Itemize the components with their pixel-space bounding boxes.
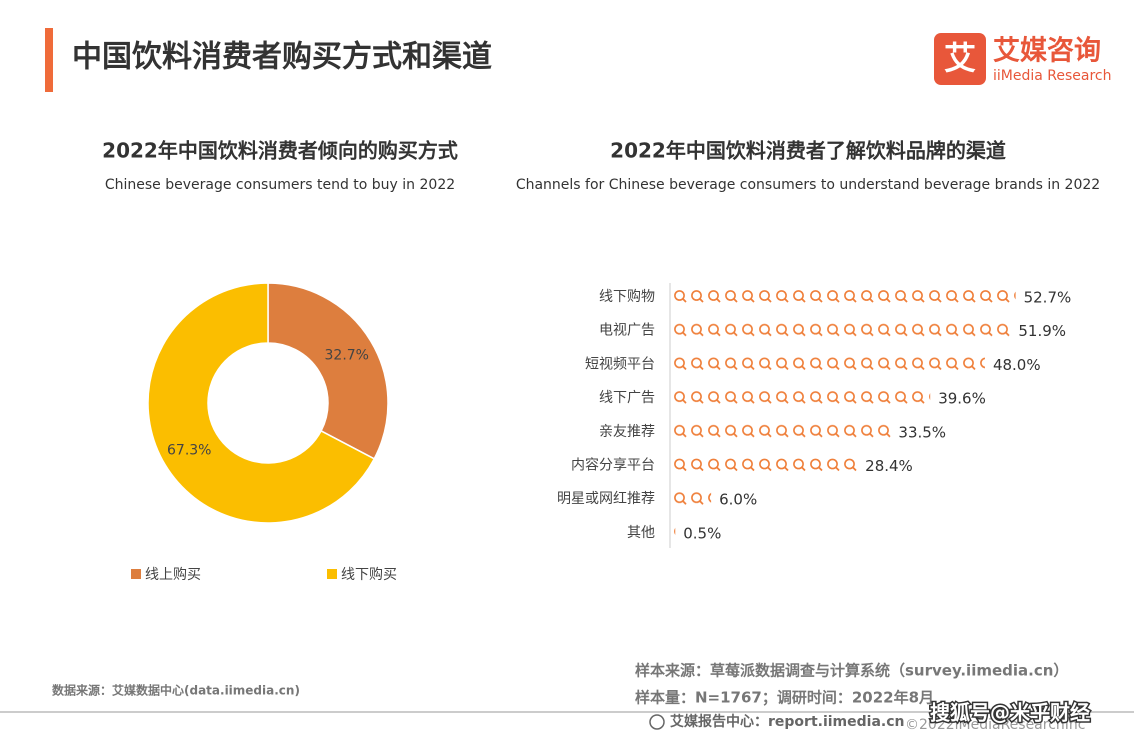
title-accent (45, 28, 53, 92)
data-label: 48.0% (993, 356, 1041, 374)
chart-subtitle: Chinese beverage consumers tend to buy i… (105, 177, 455, 193)
chart-title: 2022年中国饮料消费者倾向的购买方式 (102, 139, 458, 163)
report-center: 艾媒报告中心：report.iimedia.cn (670, 713, 905, 730)
sample-size: 样本量：N=1767；调研时间：2022年8月 (635, 689, 934, 707)
legend-swatch (327, 569, 337, 579)
sample-source: 样本来源：草莓派数据调查与计算系统（survey.iimedia.cn） (635, 662, 1068, 680)
data-label: 51.9% (1018, 322, 1066, 340)
bar (672, 288, 1016, 306)
data-label: 0.5% (683, 524, 721, 542)
category-label: 线下购物 (599, 289, 655, 305)
category-label: 明星或网红推荐 (557, 491, 655, 507)
logo-name: 艾媒咨询 (993, 35, 1101, 67)
category-label: 线下广告 (599, 390, 655, 406)
copyright: ©2022iMediaResearchInc (905, 717, 1085, 733)
data-label: 33.5% (898, 423, 946, 441)
category-label: 其他 (627, 525, 655, 541)
chart-subtitle: Channels for Chinese beverage consumers … (516, 177, 1100, 193)
data-label: 32.7% (325, 347, 369, 363)
bar (672, 389, 931, 407)
pie-slice (147, 282, 376, 524)
legend-swatch (131, 569, 141, 579)
category-label: 内容分享平台 (571, 457, 655, 474)
data-label: 52.7% (1024, 289, 1072, 307)
category-label: 短视频平台 (585, 356, 655, 372)
page-title: 中国饮料消费者购买方式和渠道 (72, 40, 492, 75)
legend-label: 线下购买 (341, 567, 397, 583)
bar (672, 355, 985, 373)
bar (672, 457, 858, 474)
bar (672, 423, 891, 441)
category-label: 电视广告 (599, 323, 655, 339)
data-label: 6.0% (719, 491, 757, 509)
bar (672, 322, 1011, 340)
bar (672, 524, 676, 542)
pie-slice (267, 282, 389, 460)
logo-glyph: 艾 (944, 39, 976, 77)
data-label: 67.3% (167, 443, 211, 459)
bar (672, 490, 712, 508)
logo-mark (934, 33, 986, 85)
category-label: 亲友推荐 (599, 424, 655, 440)
watermark: 搜狐号@米乎财经 (930, 701, 1090, 725)
data-label: 28.4% (865, 457, 913, 475)
logo-sub: iiMedia Research (993, 68, 1112, 84)
legend-label: 线上购买 (145, 567, 201, 583)
globe-icon (649, 714, 665, 730)
chart-title: 2022年中国饮料消费者了解饮料品牌的渠道 (610, 139, 1006, 163)
data-label: 39.6% (938, 390, 986, 408)
data-source: 数据来源：艾媒数据中心(data.iimedia.cn) (52, 683, 300, 698)
